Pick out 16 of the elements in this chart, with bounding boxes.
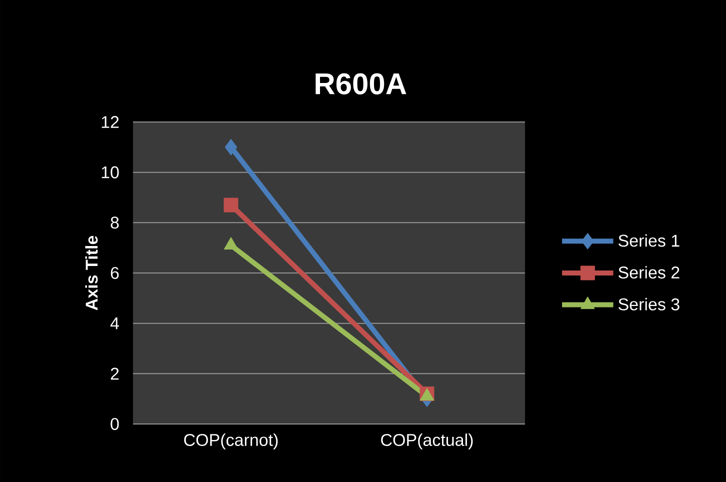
chart-title: R600A bbox=[316, 73, 406, 94]
x-tick-label: COP(carnot) bbox=[184, 434, 278, 450]
y-axis-title: Axis Title bbox=[85, 236, 98, 310]
x-tick-label: COP(actual) bbox=[381, 434, 473, 450]
y-tick-label: 4 bbox=[110, 317, 119, 330]
y-tick-label: 6 bbox=[110, 266, 119, 280]
point bbox=[224, 198, 238, 212]
y-tick-label: 8 bbox=[110, 216, 119, 229]
y-tick-label: 0 bbox=[110, 418, 119, 430]
y-tick-label: 10 bbox=[102, 166, 119, 178]
y-tick-label: 12 bbox=[102, 116, 119, 128]
point bbox=[224, 138, 238, 156]
legend-label: Series 1 bbox=[618, 234, 680, 247]
legend-label: Series 3 bbox=[618, 298, 680, 310]
legend-label: Series 2 bbox=[618, 266, 680, 279]
y-tick-label: 2 bbox=[110, 368, 119, 380]
